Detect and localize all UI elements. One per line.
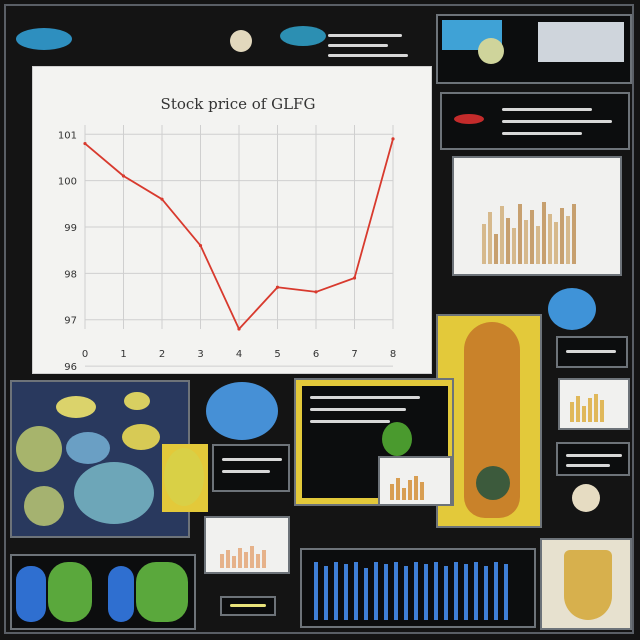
round-object-icon	[478, 38, 504, 64]
decor-text-line	[328, 34, 402, 37]
inset-bars	[390, 472, 424, 500]
pebble	[16, 426, 62, 472]
info-text-line	[502, 132, 582, 135]
blue-blob-icon	[548, 288, 596, 330]
x-tick-label: 7	[351, 349, 357, 360]
green-plant-icon	[382, 422, 412, 456]
yellow-stone-panel	[162, 444, 208, 512]
top-right-photo	[436, 14, 632, 84]
poster-inset-chart	[378, 456, 452, 506]
seaweed-green	[48, 562, 92, 622]
text-card-line	[566, 454, 622, 457]
decor-text-line	[328, 44, 388, 47]
pebble	[122, 424, 160, 450]
dark-sphere	[476, 466, 510, 500]
y-tick-label: 101	[58, 130, 77, 141]
y-tick-label: 100	[58, 177, 77, 188]
beige-spot-icon	[572, 484, 600, 512]
info-text-line	[502, 120, 612, 123]
top-left-decor	[10, 10, 420, 60]
x-tick-label: 3	[197, 349, 203, 360]
seaweed-panel	[10, 554, 196, 630]
blue-creature-icon	[16, 28, 72, 50]
blue-bars	[314, 560, 508, 620]
y-tick-label: 99	[64, 223, 77, 234]
yellow-stone	[164, 448, 204, 506]
right-small-chart	[558, 378, 630, 430]
root-sculpture	[564, 550, 612, 620]
pebble	[66, 432, 110, 464]
seaweed-green	[136, 562, 188, 622]
x-tick-label: 0	[82, 349, 88, 360]
data-point	[352, 276, 357, 280]
x-tick-label: 5	[274, 349, 280, 360]
seaweed-blue	[108, 566, 134, 622]
data-point	[275, 285, 280, 289]
poster-text-line	[310, 408, 406, 411]
poster-text-line	[310, 396, 420, 399]
right-small-bars	[570, 392, 604, 422]
pebble	[124, 392, 150, 410]
red-fish-icon	[454, 114, 484, 124]
beige-spot-icon	[230, 30, 252, 52]
data-point	[237, 327, 241, 331]
bottom-small-line	[230, 604, 266, 607]
data-point	[314, 290, 318, 294]
blue-stone-icon	[206, 382, 278, 440]
main-chart-panel: Stock price of GLFG 0 1 2 3 4 5 6 7 8 101 100 99 98 9…	[32, 66, 432, 374]
x-tick-label: 6	[313, 349, 319, 360]
chart-title: Stock price of GLFG	[161, 95, 316, 113]
data-point	[198, 243, 203, 248]
y-tick-label: 97	[64, 316, 77, 327]
x-tick-label: 8	[390, 349, 396, 360]
right-small-card	[556, 336, 628, 368]
stock-line-chart: Stock price of GLFG 0 1 2 3 4 5 6 7 8 101 100 99 98 9…	[58, 95, 396, 373]
decor-text-line	[328, 54, 408, 57]
data-point	[391, 137, 395, 141]
x-tick-label: 2	[159, 349, 165, 360]
pebble	[74, 462, 154, 524]
blue-bars-panel	[300, 548, 536, 628]
data-point	[83, 141, 87, 146]
y-tick-label: 98	[64, 269, 77, 280]
x-tick-label: 1	[120, 349, 126, 360]
middle-text-line	[222, 470, 270, 473]
photo-panel	[538, 22, 624, 62]
pebble	[24, 486, 64, 526]
info-text-line	[502, 108, 592, 111]
middle-text-line	[222, 458, 282, 461]
right-roots-panel	[540, 538, 632, 630]
poster-text-line	[310, 420, 390, 423]
text-card-line	[566, 464, 610, 467]
pebble	[56, 396, 96, 418]
x-tick-label: 4	[236, 349, 242, 360]
bottom-small-card	[220, 596, 276, 616]
right-bar-chart-card	[452, 156, 622, 276]
right-info-card	[440, 92, 630, 150]
right-mini-bars	[482, 198, 576, 264]
small-card-line	[566, 350, 616, 353]
teal-creature-icon	[280, 26, 326, 46]
pebble-panel	[10, 380, 190, 538]
seaweed-blue	[16, 566, 46, 622]
y-tick-label: 96	[64, 362, 77, 373]
middle-bar-card	[204, 516, 290, 574]
collage-frame	[4, 4, 634, 634]
data-point	[160, 197, 164, 201]
right-text-card	[556, 442, 630, 476]
middle-text-card	[212, 444, 290, 492]
middle-mini-bars	[220, 538, 266, 568]
data-point	[121, 174, 126, 178]
